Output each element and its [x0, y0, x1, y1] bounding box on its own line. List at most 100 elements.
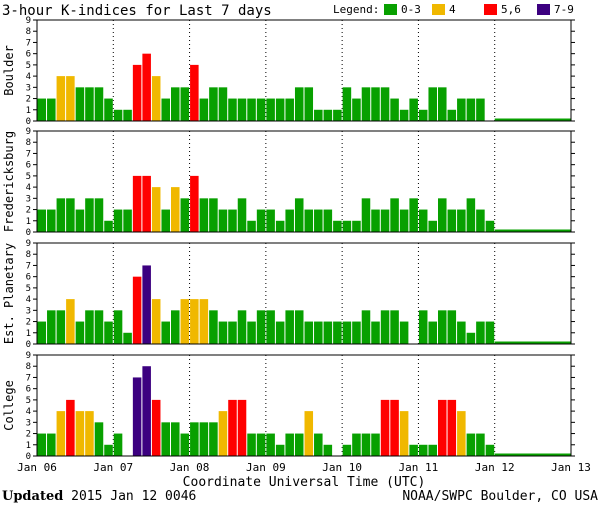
bar-est-planetary	[457, 321, 466, 344]
bar-boulder	[47, 98, 56, 121]
bar-college	[37, 433, 47, 456]
bar-boulder	[85, 87, 94, 121]
bar-boulder	[113, 109, 123, 121]
bar-college	[56, 411, 66, 456]
bar-boulder	[466, 98, 476, 121]
bar-est-planetary	[47, 310, 56, 344]
bar-fredericksburg	[438, 198, 447, 232]
bar-fredericksburg	[75, 209, 85, 232]
bar-est-planetary	[304, 321, 314, 344]
bar-college	[218, 411, 228, 456]
bar-est-planetary	[218, 321, 228, 344]
bar-est-planetary	[380, 310, 390, 344]
bar-est-planetary	[123, 332, 132, 344]
y-tick-label-boulder: 4	[26, 72, 31, 82]
bar-boulder	[237, 98, 247, 121]
x-tick-label: Jan 10	[322, 461, 362, 474]
y-tick-label-est-planetary: 3	[26, 306, 31, 316]
y-tick-label-boulder: 3	[26, 83, 31, 93]
bar-boulder	[371, 87, 380, 121]
bar-boulder	[66, 76, 75, 121]
y-tick-label-boulder: 6	[26, 50, 31, 60]
legend-item-4: 7-9	[554, 3, 574, 16]
bar-fredericksburg	[485, 220, 495, 232]
legend-swatch-1	[384, 4, 397, 15]
bar-college	[94, 422, 104, 456]
bar-boulder	[333, 109, 342, 121]
bar-est-planetary	[266, 310, 275, 344]
bar-fredericksburg	[66, 198, 75, 232]
bar-boulder	[142, 53, 151, 121]
bar-fredericksburg	[304, 209, 314, 232]
bar-est-planetary	[285, 310, 294, 344]
bar-college	[151, 399, 161, 456]
y-tick-label-est-planetary: 0	[26, 340, 31, 350]
bar-fredericksburg	[285, 209, 294, 232]
bar-boulder	[418, 109, 428, 121]
y-tick-label-est-planetary: 5	[26, 284, 31, 294]
bar-fredericksburg	[390, 198, 399, 232]
bar-college	[47, 433, 56, 456]
bar-est-planetary	[94, 310, 104, 344]
y-tick-label-fredericksburg: 8	[26, 138, 31, 148]
y-tick-label-fredericksburg: 5	[26, 172, 31, 182]
bar-college	[142, 366, 151, 456]
bar-boulder	[428, 87, 437, 121]
bar-college	[237, 399, 247, 456]
bar-college	[294, 433, 304, 456]
station-label-college: College	[2, 380, 16, 431]
bar-est-planetary	[228, 321, 237, 344]
bar-college	[438, 399, 447, 456]
bar-fredericksburg	[352, 220, 361, 232]
bar-boulder	[151, 76, 161, 121]
legend-item-1: 0-3	[401, 3, 421, 16]
y-tick-label-boulder: 0	[26, 117, 31, 127]
y-tick-label-college: 3	[26, 418, 31, 428]
bar-fredericksburg	[47, 209, 56, 232]
bar-college	[209, 422, 218, 456]
bar-boulder	[56, 76, 66, 121]
y-tick-label-est-planetary: 7	[26, 261, 31, 271]
bar-fredericksburg	[342, 220, 352, 232]
bar-fredericksburg	[180, 198, 190, 232]
bar-fredericksburg	[104, 220, 113, 232]
updated-label: Updated	[2, 489, 64, 504]
bar-boulder	[438, 87, 447, 121]
bar-fredericksburg	[209, 198, 218, 232]
y-tick-label-college: 1	[26, 441, 31, 451]
bar-fredericksburg	[85, 198, 94, 232]
bar-fredericksburg	[476, 209, 485, 232]
credit-text: NOAA/SWPC Boulder, CO USA	[402, 489, 598, 504]
bar-college	[476, 433, 485, 456]
bar-college	[390, 399, 399, 456]
bar-college	[285, 433, 294, 456]
station-label-fredericksburg: Fredericksburg	[2, 131, 16, 232]
bar-est-planetary	[237, 310, 247, 344]
bar-fredericksburg	[56, 198, 66, 232]
bar-fredericksburg	[237, 198, 247, 232]
y-tick-label-boulder: 5	[26, 61, 31, 71]
bar-boulder	[171, 87, 180, 121]
bar-est-planetary	[476, 321, 485, 344]
bar-est-planetary	[66, 299, 75, 344]
bar-boulder	[190, 64, 199, 121]
bar-fredericksburg	[142, 175, 151, 232]
y-tick-label-est-planetary: 4	[26, 295, 31, 305]
y-tick-label-fredericksburg: 4	[26, 183, 31, 193]
bar-est-planetary	[275, 321, 285, 344]
x-tick-label: Jan 11	[399, 461, 439, 474]
bar-est-planetary	[256, 310, 266, 344]
y-tick-label-college: 4	[26, 407, 31, 417]
legend-swatch-2	[432, 4, 445, 15]
bar-boulder	[285, 98, 294, 121]
y-tick-label-fredericksburg: 1	[26, 217, 31, 227]
y-tick-label-college: 5	[26, 396, 31, 406]
bar-est-planetary	[56, 310, 66, 344]
legend-swatch-3	[484, 4, 497, 15]
y-tick-label-boulder: 8	[26, 27, 31, 37]
bar-boulder	[180, 87, 190, 121]
y-tick-label-est-planetary: 2	[26, 318, 31, 328]
bar-fredericksburg	[314, 209, 323, 232]
y-tick-label-est-planetary: 8	[26, 250, 31, 260]
